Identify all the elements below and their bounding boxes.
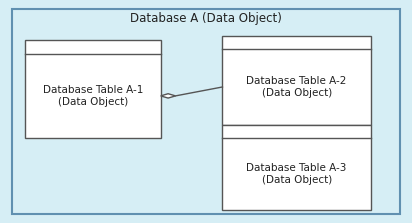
Text: Database A (Data Object): Database A (Data Object): [130, 12, 282, 25]
Text: Database Table A-3
(Data Object): Database Table A-3 (Data Object): [246, 163, 347, 185]
Bar: [222, 125, 371, 210]
Bar: [222, 36, 371, 125]
Bar: [25, 40, 161, 138]
Text: Database Table A-2
(Data Object): Database Table A-2 (Data Object): [246, 76, 347, 98]
Polygon shape: [161, 94, 176, 98]
Text: Database Table A-1
(Data Object): Database Table A-1 (Data Object): [42, 85, 143, 107]
